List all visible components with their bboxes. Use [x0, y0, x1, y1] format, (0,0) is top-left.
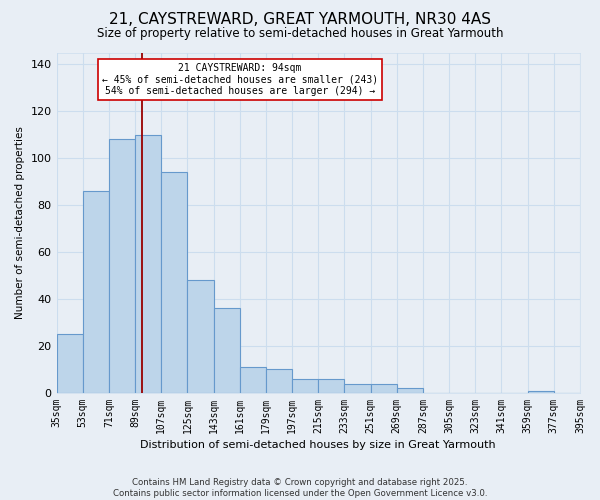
Bar	[292, 379, 318, 393]
Bar	[397, 388, 423, 393]
Text: 21, CAYSTREWARD, GREAT YARMOUTH, NR30 4AS: 21, CAYSTREWARD, GREAT YARMOUTH, NR30 4A…	[109, 12, 491, 28]
Bar	[240, 367, 266, 393]
Text: Contains HM Land Registry data © Crown copyright and database right 2025.
Contai: Contains HM Land Registry data © Crown c…	[113, 478, 487, 498]
Bar	[109, 140, 135, 393]
Bar	[187, 280, 214, 393]
Bar	[56, 334, 83, 393]
Bar	[135, 134, 161, 393]
X-axis label: Distribution of semi-detached houses by size in Great Yarmouth: Distribution of semi-detached houses by …	[140, 440, 496, 450]
Bar	[214, 308, 240, 393]
Text: Size of property relative to semi-detached houses in Great Yarmouth: Size of property relative to semi-detach…	[97, 28, 503, 40]
Bar	[161, 172, 187, 393]
Bar	[83, 191, 109, 393]
Text: 21 CAYSTREWARD: 94sqm
← 45% of semi-detached houses are smaller (243)
54% of sem: 21 CAYSTREWARD: 94sqm ← 45% of semi-deta…	[101, 62, 378, 96]
Bar	[318, 379, 344, 393]
Bar	[344, 384, 371, 393]
Bar	[371, 384, 397, 393]
Bar	[266, 370, 292, 393]
Bar	[527, 390, 554, 393]
Y-axis label: Number of semi-detached properties: Number of semi-detached properties	[15, 126, 25, 319]
